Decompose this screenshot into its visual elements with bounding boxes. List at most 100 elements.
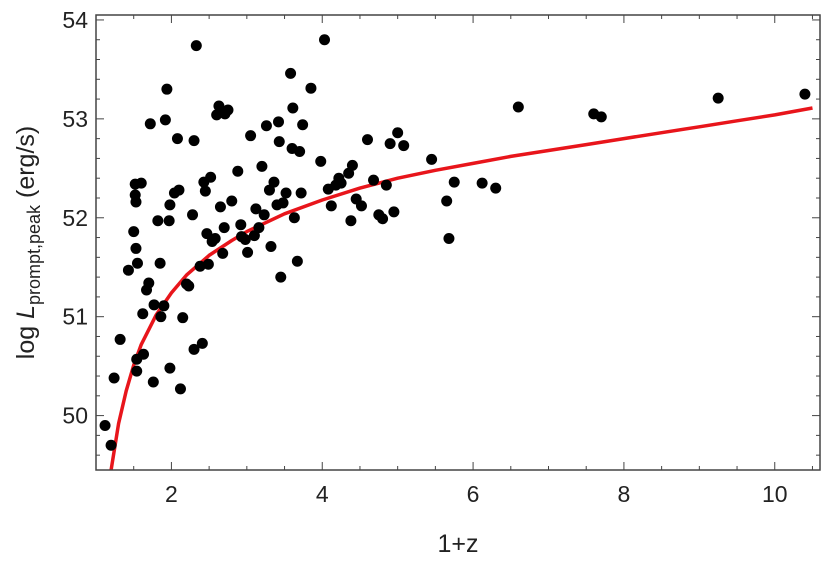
data-point — [99, 419, 111, 431]
data-point — [144, 118, 156, 130]
data-point — [131, 257, 143, 269]
data-point — [345, 215, 357, 227]
data-point — [288, 212, 300, 224]
data-point — [105, 439, 117, 451]
data-point — [222, 104, 234, 116]
data-point — [155, 311, 167, 323]
data-point — [161, 83, 173, 95]
data-point — [242, 246, 254, 258]
data-point — [213, 100, 225, 112]
data-point — [291, 255, 303, 267]
data-point — [235, 219, 247, 231]
data-point — [201, 228, 213, 240]
data-point — [275, 271, 287, 283]
data-point — [346, 159, 358, 171]
fit-curve — [109, 106, 813, 470]
data-point — [199, 185, 211, 197]
data-point — [315, 155, 327, 167]
data-point — [190, 40, 202, 52]
data-point — [138, 348, 150, 360]
data-point — [384, 138, 396, 150]
x-tick-label: 2 — [165, 481, 178, 507]
data-point — [211, 109, 223, 121]
data-point — [226, 195, 238, 207]
data-point — [268, 176, 280, 188]
y-tick-label: 54 — [62, 7, 88, 33]
data-point — [799, 88, 811, 100]
data-point — [512, 101, 524, 113]
data-point — [188, 135, 200, 147]
data-point — [273, 116, 285, 128]
y-axis-label-prefix: log — [12, 319, 40, 359]
data-point — [164, 199, 176, 211]
data-point — [595, 111, 607, 123]
data-point — [183, 280, 195, 292]
data-point — [148, 299, 160, 311]
data-point — [335, 177, 347, 189]
data-point — [173, 184, 185, 196]
data-point — [128, 226, 140, 238]
data-point — [135, 177, 147, 189]
data-point — [171, 133, 183, 145]
y-tick-label: 52 — [62, 205, 88, 231]
plot-frame — [95, 14, 821, 471]
data-point — [202, 258, 214, 270]
data-point — [122, 264, 134, 276]
y-axis-label-symbol: L — [12, 305, 40, 319]
data-point — [319, 34, 331, 46]
data-point — [448, 176, 460, 188]
x-axis-label: 1+z — [437, 530, 478, 558]
y-tick-label: 51 — [62, 304, 88, 330]
data-point — [209, 233, 221, 245]
data-point — [253, 222, 265, 234]
data-point — [164, 362, 176, 374]
data-point — [490, 182, 502, 194]
data-point — [152, 215, 164, 227]
x-tick-label: 6 — [467, 481, 480, 507]
data-point — [131, 365, 143, 377]
data-point — [256, 160, 268, 172]
y-tick-label: 53 — [62, 106, 88, 132]
data-point — [158, 300, 170, 312]
data-point — [154, 257, 166, 269]
data-point — [245, 130, 257, 142]
x-tick-label: 10 — [762, 481, 788, 507]
data-point — [188, 343, 200, 355]
data-point — [239, 234, 251, 246]
data-point — [362, 134, 373, 146]
data-point — [392, 127, 404, 139]
y-axis-label-suffix: (erg/s) — [12, 126, 40, 205]
data-point — [130, 242, 142, 254]
data-point — [297, 119, 309, 131]
data-point — [137, 308, 149, 320]
data-point — [388, 206, 400, 218]
data-point — [265, 240, 277, 252]
data-point — [232, 165, 244, 177]
data-point — [295, 187, 307, 199]
data-point — [258, 209, 270, 221]
y-axis-label-subscript: prompt,peak — [24, 204, 44, 305]
data-point — [398, 140, 410, 152]
data-point — [196, 337, 208, 349]
data-point — [194, 260, 206, 272]
data-point — [187, 209, 199, 221]
data-point — [287, 102, 299, 114]
y-tick-label: 50 — [62, 403, 88, 429]
data-point — [368, 174, 380, 186]
data-point — [280, 187, 292, 199]
data-point — [250, 203, 262, 215]
data-point — [217, 247, 229, 259]
data-point — [476, 177, 488, 189]
data-point — [129, 189, 141, 201]
data-point — [159, 114, 171, 126]
data-point — [273, 136, 285, 148]
x-tick-label: 4 — [316, 481, 329, 507]
data-point — [305, 82, 317, 94]
data-point — [377, 213, 389, 225]
data-point — [712, 92, 724, 104]
data-point — [380, 179, 392, 191]
data-point — [218, 222, 230, 234]
data-point — [177, 312, 189, 324]
data-point — [325, 200, 337, 212]
